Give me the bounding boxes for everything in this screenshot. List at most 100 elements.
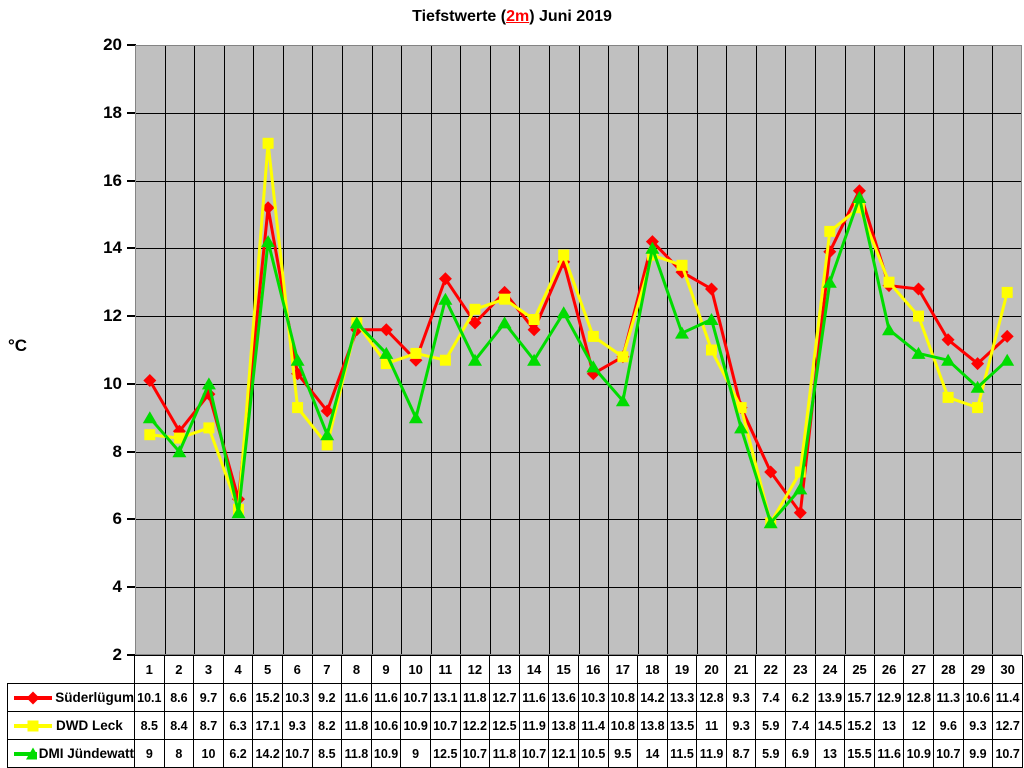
value-cell: 14.5 [814,711,846,740]
diamond-marker-icon [764,465,778,479]
y-tick-label: 2 [112,645,122,664]
y-tick-mark [127,111,136,114]
value-cell: 15.2 [844,711,875,740]
triangle-marker-icon [468,353,482,366]
triangle-marker-icon [201,377,216,390]
legend-label: Süderlügum [55,690,134,705]
value-cell: 11.8 [341,739,372,768]
series-marker-icon [14,747,37,759]
value-cell: 11.5 [666,739,698,768]
y-tick-label: 8 [112,441,122,461]
value-cell: 9.3 [962,711,994,740]
chart-title-prefix: Tiefstwerte ( [412,8,507,25]
value-cell: 11.8 [489,739,520,768]
value-cell: 11.3 [933,683,964,712]
table-row: 8.5 8.4 8.7 6.3 17.1 9.3 8.2 11.8 10.6 10.9 10.7 12… [134,711,1023,740]
value-cell: 10.7 [518,739,550,768]
day-header-cell: 24 [814,655,846,684]
value-cell: 9.9 [962,739,994,768]
day-header-cell: 29 [962,655,994,684]
diamond-marker-icon [26,691,40,704]
value-cell: 10 [193,739,224,768]
triangle-marker-icon [527,353,542,366]
value-cell: 13.9 [814,683,846,712]
diamond-marker-icon [379,323,393,337]
square-marker-icon [587,330,599,342]
value-cell: 13.8 [637,711,668,740]
value-cell: 12.8 [696,683,727,712]
legend-row: Süderlügum [7,683,135,712]
value-cell: 9.6 [933,711,964,740]
value-cell: 9.3 [725,683,757,712]
day-header-cell: 12 [459,655,491,684]
diamond-marker-icon [852,184,866,198]
day-header-cell: 13 [489,655,520,684]
day-header-cell: 21 [725,655,757,684]
y-tick-label: 14 [103,238,122,258]
triangle-marker-icon [852,191,867,203]
value-cell: 11.4 [992,683,1023,712]
value-cell: 10.6 [370,711,402,740]
value-cell: 8.5 [311,739,343,768]
value-cell: 14 [637,739,668,768]
value-cell: 12.7 [992,711,1023,740]
triangle-marker-icon [675,326,689,339]
plot-background [135,45,1022,655]
diamond-marker-icon [438,272,452,286]
day-header-cell: 19 [666,655,698,684]
day-header-cell: 10 [400,655,431,684]
legend-row: DMI Jündewatt [7,739,135,768]
value-cell: 13.5 [666,711,698,740]
day-header-cell: 1 [134,655,165,684]
triangle-marker-icon [172,445,187,458]
chart-title: Tiefstwerte (2m) Juni 2019 [0,8,1024,26]
value-cell: 10.8 [607,683,639,712]
table-row: 10.1 8.6 9.7 6.6 15.2 10.3 9.2 11.6 11.6 10.7 13.1… [134,683,1023,712]
value-cell: 9.3 [281,711,313,740]
y-tick-mark [127,450,136,453]
day-header-cell: 20 [696,655,727,684]
value-cell: 11.4 [577,711,609,740]
value-cell: 9.5 [607,739,639,768]
value-cell: 6.2 [785,683,816,712]
plot-border [135,45,1022,655]
diamond-marker-icon [971,357,985,371]
y-tick-label: 10 [103,373,122,393]
square-marker-icon [380,358,392,370]
day-header-cell: 2 [163,655,195,684]
series-line-triangle [148,192,1009,526]
diamond-marker-icon [143,374,157,387]
value-cell: 8.7 [193,711,224,740]
value-cell: 9 [134,739,165,768]
series-marker-icon [14,691,52,704]
square-marker-icon [528,314,540,325]
value-cell: 11 [696,711,727,740]
diamond-marker-icon [705,282,718,296]
day-header-cell: 5 [252,655,283,684]
value-cell: 9.7 [193,683,224,712]
value-cell: 11.9 [696,739,727,768]
value-cell: 14.2 [252,739,283,768]
value-cell: 8 [163,739,195,768]
value-cell: 10.9 [903,739,935,768]
value-cell: 12 [903,711,935,740]
day-header-cell: 8 [341,655,372,684]
triangle-marker-icon [793,482,808,495]
legend-row: DWD Leck [7,711,135,740]
value-cell: 11.8 [341,711,372,740]
triangle-marker-icon [290,353,305,366]
value-cell: 8.4 [163,711,195,740]
diamond-marker-icon [912,282,925,296]
legend-item: DMI Jündewatt [7,739,135,768]
value-cell: 15.2 [252,683,283,712]
diamond-marker-icon [941,333,955,347]
day-header-cell: 17 [607,655,639,684]
y-tick-mark [127,315,136,318]
value-cell: 12.1 [548,739,579,768]
day-header-cell: 25 [844,655,875,684]
legend-label: DWD Leck [56,718,123,733]
value-cell: 10.7 [933,739,964,768]
square-marker-icon [883,276,895,288]
triangle-marker-icon [438,292,453,305]
diamond-marker-icon [645,235,659,249]
